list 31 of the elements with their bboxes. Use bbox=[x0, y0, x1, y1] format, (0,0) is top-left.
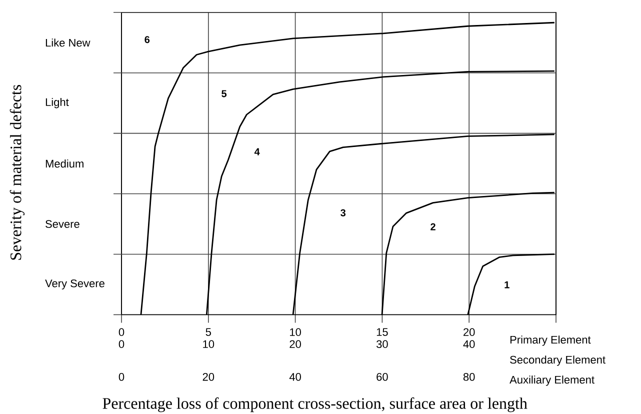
text: 0 bbox=[118, 373, 124, 381]
text: 60 bbox=[376, 373, 388, 381]
text: Like New bbox=[46, 38, 90, 47]
text: Very Severe bbox=[45, 280, 104, 290]
annotation: 6 bbox=[144, 36, 150, 44]
x2-tick-label: 10 bbox=[203, 340, 214, 348]
text: Severe bbox=[46, 220, 80, 228]
x-tick-label: 15 bbox=[376, 328, 388, 336]
x-tick-label: 20 bbox=[464, 328, 475, 336]
x-tick-label: 10 bbox=[290, 328, 301, 336]
x2-tick-label: 40 bbox=[463, 340, 475, 348]
text: Medium bbox=[46, 160, 84, 168]
text: 20 bbox=[202, 373, 214, 381]
x-tick-label: 0 bbox=[118, 328, 124, 336]
text: 80 bbox=[463, 373, 475, 381]
annotation: 4 bbox=[254, 148, 260, 156]
text: Primary Element bbox=[510, 336, 591, 346]
text: Light bbox=[46, 98, 69, 108]
x-axis-title: Percentage loss of component cross-section, surface area or length bbox=[102, 398, 528, 412]
annotation: 2 bbox=[430, 223, 436, 230]
text: 40 bbox=[289, 373, 301, 381]
text: Auxiliary Element bbox=[510, 376, 594, 386]
x2-tick-label: 30 bbox=[376, 340, 388, 348]
text: Secondary Element bbox=[510, 356, 606, 366]
x2-tick-label: 0 bbox=[118, 340, 124, 348]
text: Severity of material defects bbox=[10, 85, 25, 260]
annotation: 1 bbox=[504, 281, 510, 288]
annotation: 5 bbox=[222, 90, 227, 98]
x-tick-label: 5 bbox=[206, 328, 211, 336]
annotation: 3 bbox=[340, 209, 346, 217]
x2-tick-label: 20 bbox=[290, 340, 301, 348]
